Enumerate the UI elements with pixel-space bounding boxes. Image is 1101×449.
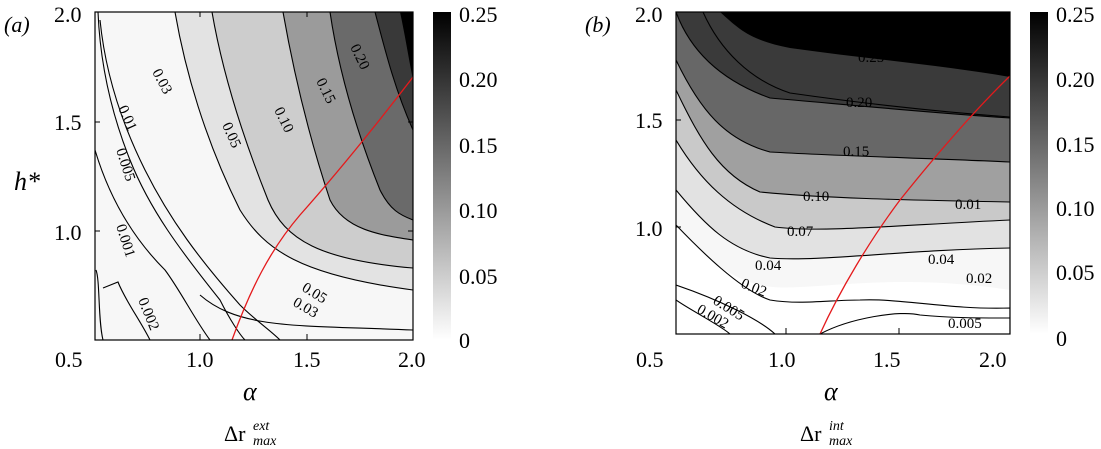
contour-label: 0.04 xyxy=(755,258,782,274)
y-tick: 2.0 xyxy=(635,2,663,27)
svg-text:Δr: Δr xyxy=(224,421,246,446)
colorbar-tick: 0.05 xyxy=(459,264,498,289)
contour-label: 0.10 xyxy=(803,189,829,205)
panel-b: (b) 0.25 xyxy=(585,2,1095,449)
svg-text:int: int xyxy=(829,419,845,434)
panel-a-ylabel: h* xyxy=(14,167,40,196)
x-tick: 2.0 xyxy=(398,347,426,372)
panel-a-xlabel: α xyxy=(243,377,258,406)
panel-a-colorbar xyxy=(433,12,451,340)
colorbar-tick: 0.20 xyxy=(1056,67,1095,92)
svg-text:max: max xyxy=(253,434,277,449)
panel-b-colorbar xyxy=(1030,12,1048,334)
contour-label: 0.25 xyxy=(858,50,884,66)
colorbar-tick: 0.10 xyxy=(459,198,498,223)
y-tick: 1.5 xyxy=(635,108,663,133)
panel-a-caption: Δr ext max xyxy=(224,419,277,449)
contour-label: 0.005 xyxy=(948,316,982,332)
colorbar-tick: 0.25 xyxy=(459,2,498,27)
svg-text:max: max xyxy=(829,434,853,449)
x-tick: 2.0 xyxy=(979,347,1007,372)
x-tick: 1.0 xyxy=(768,347,796,372)
panel-a-letter: (a) xyxy=(4,12,30,37)
colorbar-tick: 0.20 xyxy=(459,67,498,92)
contour-label: 0.20 xyxy=(846,95,872,111)
svg-text:Δr: Δr xyxy=(800,421,822,446)
contour-label: 0.02 xyxy=(966,271,992,287)
y-tick: 1.0 xyxy=(54,220,82,245)
x-tick: 1.5 xyxy=(873,347,901,372)
x-tick: 1.5 xyxy=(293,347,321,372)
panel-a-axes-frame xyxy=(94,11,414,341)
svg-text:ext: ext xyxy=(253,419,270,434)
x-tick: 0.5 xyxy=(55,347,83,372)
y-tick: 2.0 xyxy=(54,2,82,27)
colorbar-tick: 0.15 xyxy=(459,133,498,158)
panel-b-xlabel: α xyxy=(824,377,839,406)
colorbar-tick: 0 xyxy=(459,328,470,353)
contour-label: 0.04 xyxy=(928,252,955,268)
colorbar-tick: 0.10 xyxy=(1056,196,1095,221)
contour-label: 0.15 xyxy=(843,144,869,160)
contour-label: 0.07 xyxy=(787,224,814,240)
contour-label: 0.01 xyxy=(955,197,981,213)
colorbar-tick: 0 xyxy=(1056,326,1067,351)
panel-a-red-curve xyxy=(231,76,413,340)
panel-b-letter: (b) xyxy=(585,12,611,37)
panel-b-red-curve xyxy=(819,75,1010,334)
panel-a-contour-fill xyxy=(95,12,413,340)
x-tick: 0.5 xyxy=(636,347,664,372)
y-tick: 1.0 xyxy=(635,216,663,241)
panel-b-contour-fill xyxy=(676,12,1010,334)
panel-a: (a) xyxy=(4,2,498,449)
panel-b-axes-frame xyxy=(675,11,1011,335)
y-tick: 1.5 xyxy=(54,110,82,135)
colorbar-tick: 0.15 xyxy=(1056,132,1095,157)
panel-b-caption: Δr int max xyxy=(800,419,853,449)
colorbar-tick: 0.25 xyxy=(1056,2,1095,27)
colorbar-tick: 0.05 xyxy=(1056,260,1095,285)
x-tick: 1.0 xyxy=(186,347,214,372)
